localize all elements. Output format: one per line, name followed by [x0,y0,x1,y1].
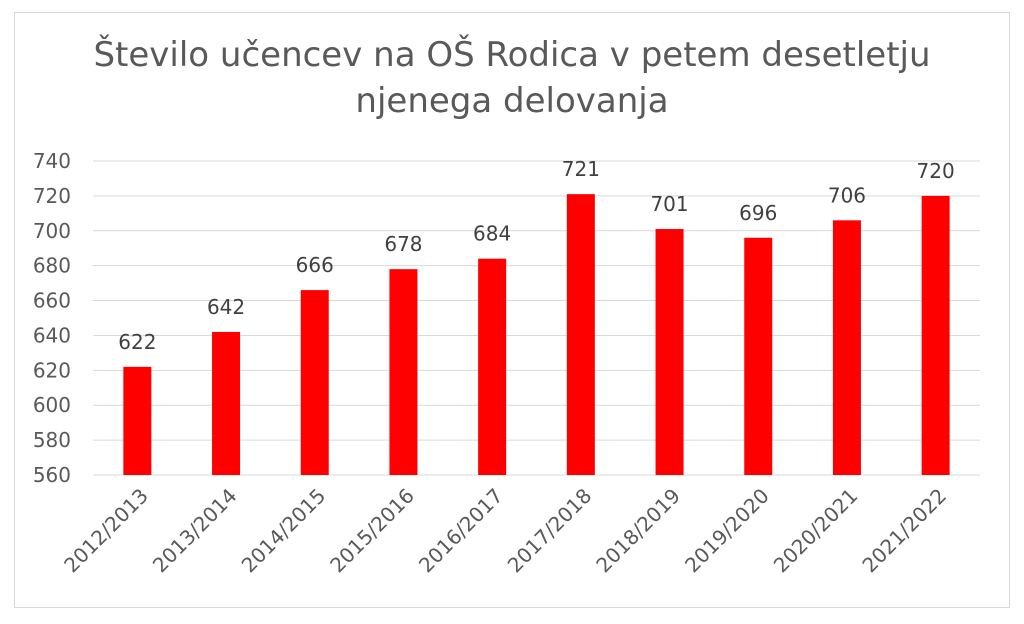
bar [123,366,152,475]
y-tick-label: 640 [33,323,71,347]
chart-title-line-2: njenega delovanja [355,81,669,121]
x-tick-label: 2012/2013 [59,484,153,578]
bar [478,258,507,475]
x-tick-label: 2017/2018 [503,484,597,578]
bar [212,331,241,475]
x-tick-label: 2015/2016 [325,484,419,578]
data-label: 642 [207,295,245,319]
data-label: 622 [118,330,156,354]
data-label: 684 [473,222,511,246]
data-label: 666 [296,253,334,277]
x-tick-label: 2018/2019 [591,484,685,578]
y-tick-label: 720 [33,184,71,208]
x-tick-label: 2016/2017 [414,484,508,578]
bar [744,237,773,475]
data-label: 721 [562,157,600,181]
data-label: 720 [917,159,955,183]
x-tick-label: 2020/2021 [769,484,863,578]
chart-title-line-1: Število učencev na OŠ Rodica v petem des… [93,35,931,75]
y-tick-label: 560 [33,463,71,487]
y-tick-label: 700 [33,219,71,243]
y-tick-label: 600 [33,393,71,417]
data-label: 706 [828,183,866,207]
x-tick-label: 2019/2020 [680,484,774,578]
x-tick-label: 2013/2014 [148,484,242,578]
data-label: 696 [739,201,777,225]
bar [655,229,684,475]
y-tick-label: 740 [33,149,71,173]
bar [389,269,418,475]
y-tick-label: 580 [33,428,71,452]
y-tick-label: 680 [33,254,71,278]
bar [566,194,595,475]
x-tick-label: 2014/2015 [237,484,331,578]
data-label: 678 [384,232,422,256]
x-tick-label: 2021/2022 [857,484,951,578]
chart-title: Število učencev na OŠ Rodica v petem des… [0,32,1024,124]
y-tick-label: 660 [33,289,71,313]
bar [921,195,950,475]
y-tick-label: 620 [33,358,71,382]
bar [300,290,329,475]
data-label: 701 [650,192,688,216]
bar [832,220,861,475]
